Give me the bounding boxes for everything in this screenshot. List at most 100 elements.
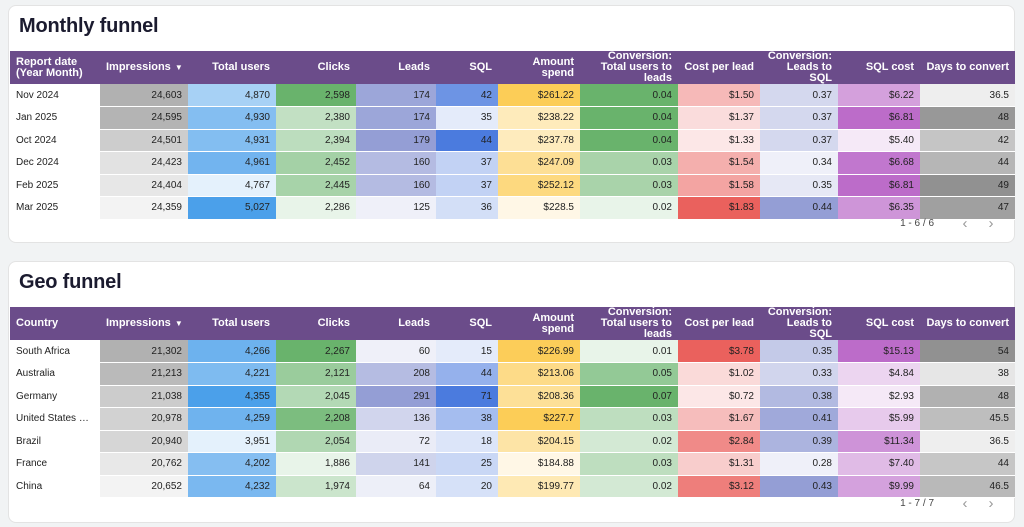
table-cell: 60 <box>356 340 436 363</box>
row-label: Feb 2025 <box>10 174 100 197</box>
header-amount-spend[interactable]: Amount spend <box>498 51 580 84</box>
table-cell: $1.58 <box>678 174 760 197</box>
table-cell: $252.12 <box>498 174 580 197</box>
sort-desc-icon[interactable]: ▼ <box>174 319 183 328</box>
table-cell: 0.07 <box>580 385 678 408</box>
header-sql-cost[interactable]: SQL cost <box>838 307 920 340</box>
table-row: Brazil 20,940 3,951 2,054 72 18 $204.15 0.02 $2.… <box>10 430 1015 453</box>
geo-prev-page-icon[interactable]: ‹ <box>962 495 968 512</box>
table-cell: $4.84 <box>838 362 920 386</box>
table-cell: 20 <box>436 475 498 498</box>
table-cell: 0.01 <box>580 340 678 363</box>
table-cell: $1.54 <box>678 151 760 175</box>
header-conversion-total-users-to-leads[interactable]: Conversion: Total users to leads <box>580 51 678 84</box>
table-cell: 35 <box>436 106 498 130</box>
header-monthly-label[interactable]: Report date (Year Month) <box>10 51 100 84</box>
table-cell: $2.84 <box>678 430 760 453</box>
table-cell: 1,974 <box>276 475 356 498</box>
table-cell: $3.12 <box>678 475 760 498</box>
row-label: Dec 2024 <box>10 151 100 175</box>
table-cell: 4,355 <box>188 385 276 408</box>
table-row: Jan 2025 24,595 4,930 2,380 174 35 $238.22 0.04… <box>10 106 1015 130</box>
monthly-prev-page-icon[interactable]: ‹ <box>962 215 968 232</box>
table-cell: 0.39 <box>760 430 838 453</box>
table-cell: 64 <box>356 475 436 498</box>
header-total-users[interactable]: Total users <box>188 51 276 84</box>
table-cell: 72 <box>356 430 436 453</box>
table-cell: 4,266 <box>188 340 276 363</box>
table-cell: 0.05 <box>580 362 678 386</box>
table-cell: 0.28 <box>760 452 838 476</box>
table-row: Australia 21,213 4,221 2,121 208 44 $213.06 0.0… <box>10 362 1015 386</box>
row-label: Brazil <box>10 430 100 453</box>
table-cell: 0.02 <box>580 475 678 498</box>
table-cell: 21,213 <box>100 362 188 386</box>
table-cell: 24,404 <box>100 174 188 197</box>
header-impressions[interactable]: Impressions ▼ <box>100 307 188 340</box>
header-amount-spend[interactable]: Amount spend <box>498 307 580 340</box>
table-cell: 0.41 <box>760 407 838 431</box>
geo-pager: 1 - 7 / 7 ‹ › <box>900 495 1004 512</box>
monthly-next-page-icon[interactable]: › <box>988 215 994 232</box>
header-leads[interactable]: Leads <box>356 307 436 340</box>
table-cell: 141 <box>356 452 436 476</box>
table-cell: 125 <box>356 196 436 220</box>
table-row: Oct 2024 24,501 4,931 2,394 179 44 $237.78 0.04… <box>10 129 1015 152</box>
table-cell: 0.38 <box>760 385 838 408</box>
table-cell: 18 <box>436 430 498 453</box>
table-row: United States of … 20,978 4,259 2,208 136 38 $… <box>10 407 1015 431</box>
row-label: Germany <box>10 385 100 408</box>
table-row: China 20,652 4,232 1,974 64 20 $199.77 0.02 $3.1… <box>10 475 1015 498</box>
table-cell: 0.04 <box>580 84 678 107</box>
table-cell: 2,445 <box>276 174 356 197</box>
geo-funnel-title: Geo funnel <box>19 271 122 293</box>
header-geo-label[interactable]: Country <box>10 307 100 340</box>
geo-next-page-icon[interactable]: › <box>988 495 994 512</box>
header-conversion-leads-to-sql[interactable]: Conversion: Leads to SQL <box>760 307 838 340</box>
table-cell: 4,202 <box>188 452 276 476</box>
header-total-users[interactable]: Total users <box>188 307 276 340</box>
table-cell: $6.81 <box>838 174 920 197</box>
table-cell: 20,762 <box>100 452 188 476</box>
table-cell: 71 <box>436 385 498 408</box>
table-cell: 3,951 <box>188 430 276 453</box>
header-sql[interactable]: SQL <box>436 51 498 84</box>
header-days-to-convert[interactable]: Days to convert <box>920 307 1015 340</box>
table-cell: 20,978 <box>100 407 188 431</box>
header-sql[interactable]: SQL <box>436 307 498 340</box>
table-cell: 2,286 <box>276 196 356 220</box>
table-cell: $15.13 <box>838 340 920 363</box>
header-impressions[interactable]: Impressions ▼ <box>100 51 188 84</box>
table-cell: $6.68 <box>838 151 920 175</box>
header-conversion-total-users-to-leads[interactable]: Conversion: Total users to leads <box>580 307 678 340</box>
row-label: South Africa <box>10 340 100 363</box>
header-clicks[interactable]: Clicks <box>276 307 356 340</box>
header-leads[interactable]: Leads <box>356 51 436 84</box>
table-cell: 0.34 <box>760 151 838 175</box>
row-label: Jan 2025 <box>10 106 100 130</box>
table-cell: $238.22 <box>498 106 580 130</box>
monthly-pager: 1 - 6 / 6 ‹ › <box>900 215 1004 232</box>
header-days-to-convert[interactable]: Days to convert <box>920 51 1015 84</box>
monthly-funnel-table: Report date (Year Month) Impressions ▼ Tota… <box>10 51 1015 220</box>
table-cell: $1.67 <box>678 407 760 431</box>
header-cost-per-lead[interactable]: Cost per lead <box>678 51 760 84</box>
header-clicks[interactable]: Clicks <box>276 51 356 84</box>
table-cell: $1.31 <box>678 452 760 476</box>
table-cell: 48 <box>920 385 1015 408</box>
table-row: Nov 2024 24,603 4,870 2,598 174 42 $261.22 0.04… <box>10 84 1015 107</box>
header-sql-cost[interactable]: SQL cost <box>838 51 920 84</box>
header-conversion-leads-to-sql[interactable]: Conversion: Leads to SQL <box>760 51 838 84</box>
table-cell: 2,121 <box>276 362 356 386</box>
table-cell: $204.15 <box>498 430 580 453</box>
table-cell: 24,595 <box>100 106 188 130</box>
table-cell: 1,886 <box>276 452 356 476</box>
table-cell: 36 <box>436 196 498 220</box>
table-cell: $228.5 <box>498 196 580 220</box>
row-label: Nov 2024 <box>10 84 100 107</box>
header-cost-per-lead[interactable]: Cost per lead <box>678 307 760 340</box>
table-cell: 174 <box>356 106 436 130</box>
table-cell: $3.78 <box>678 340 760 363</box>
sort-desc-icon[interactable]: ▼ <box>174 63 183 72</box>
table-cell: $1.33 <box>678 129 760 152</box>
